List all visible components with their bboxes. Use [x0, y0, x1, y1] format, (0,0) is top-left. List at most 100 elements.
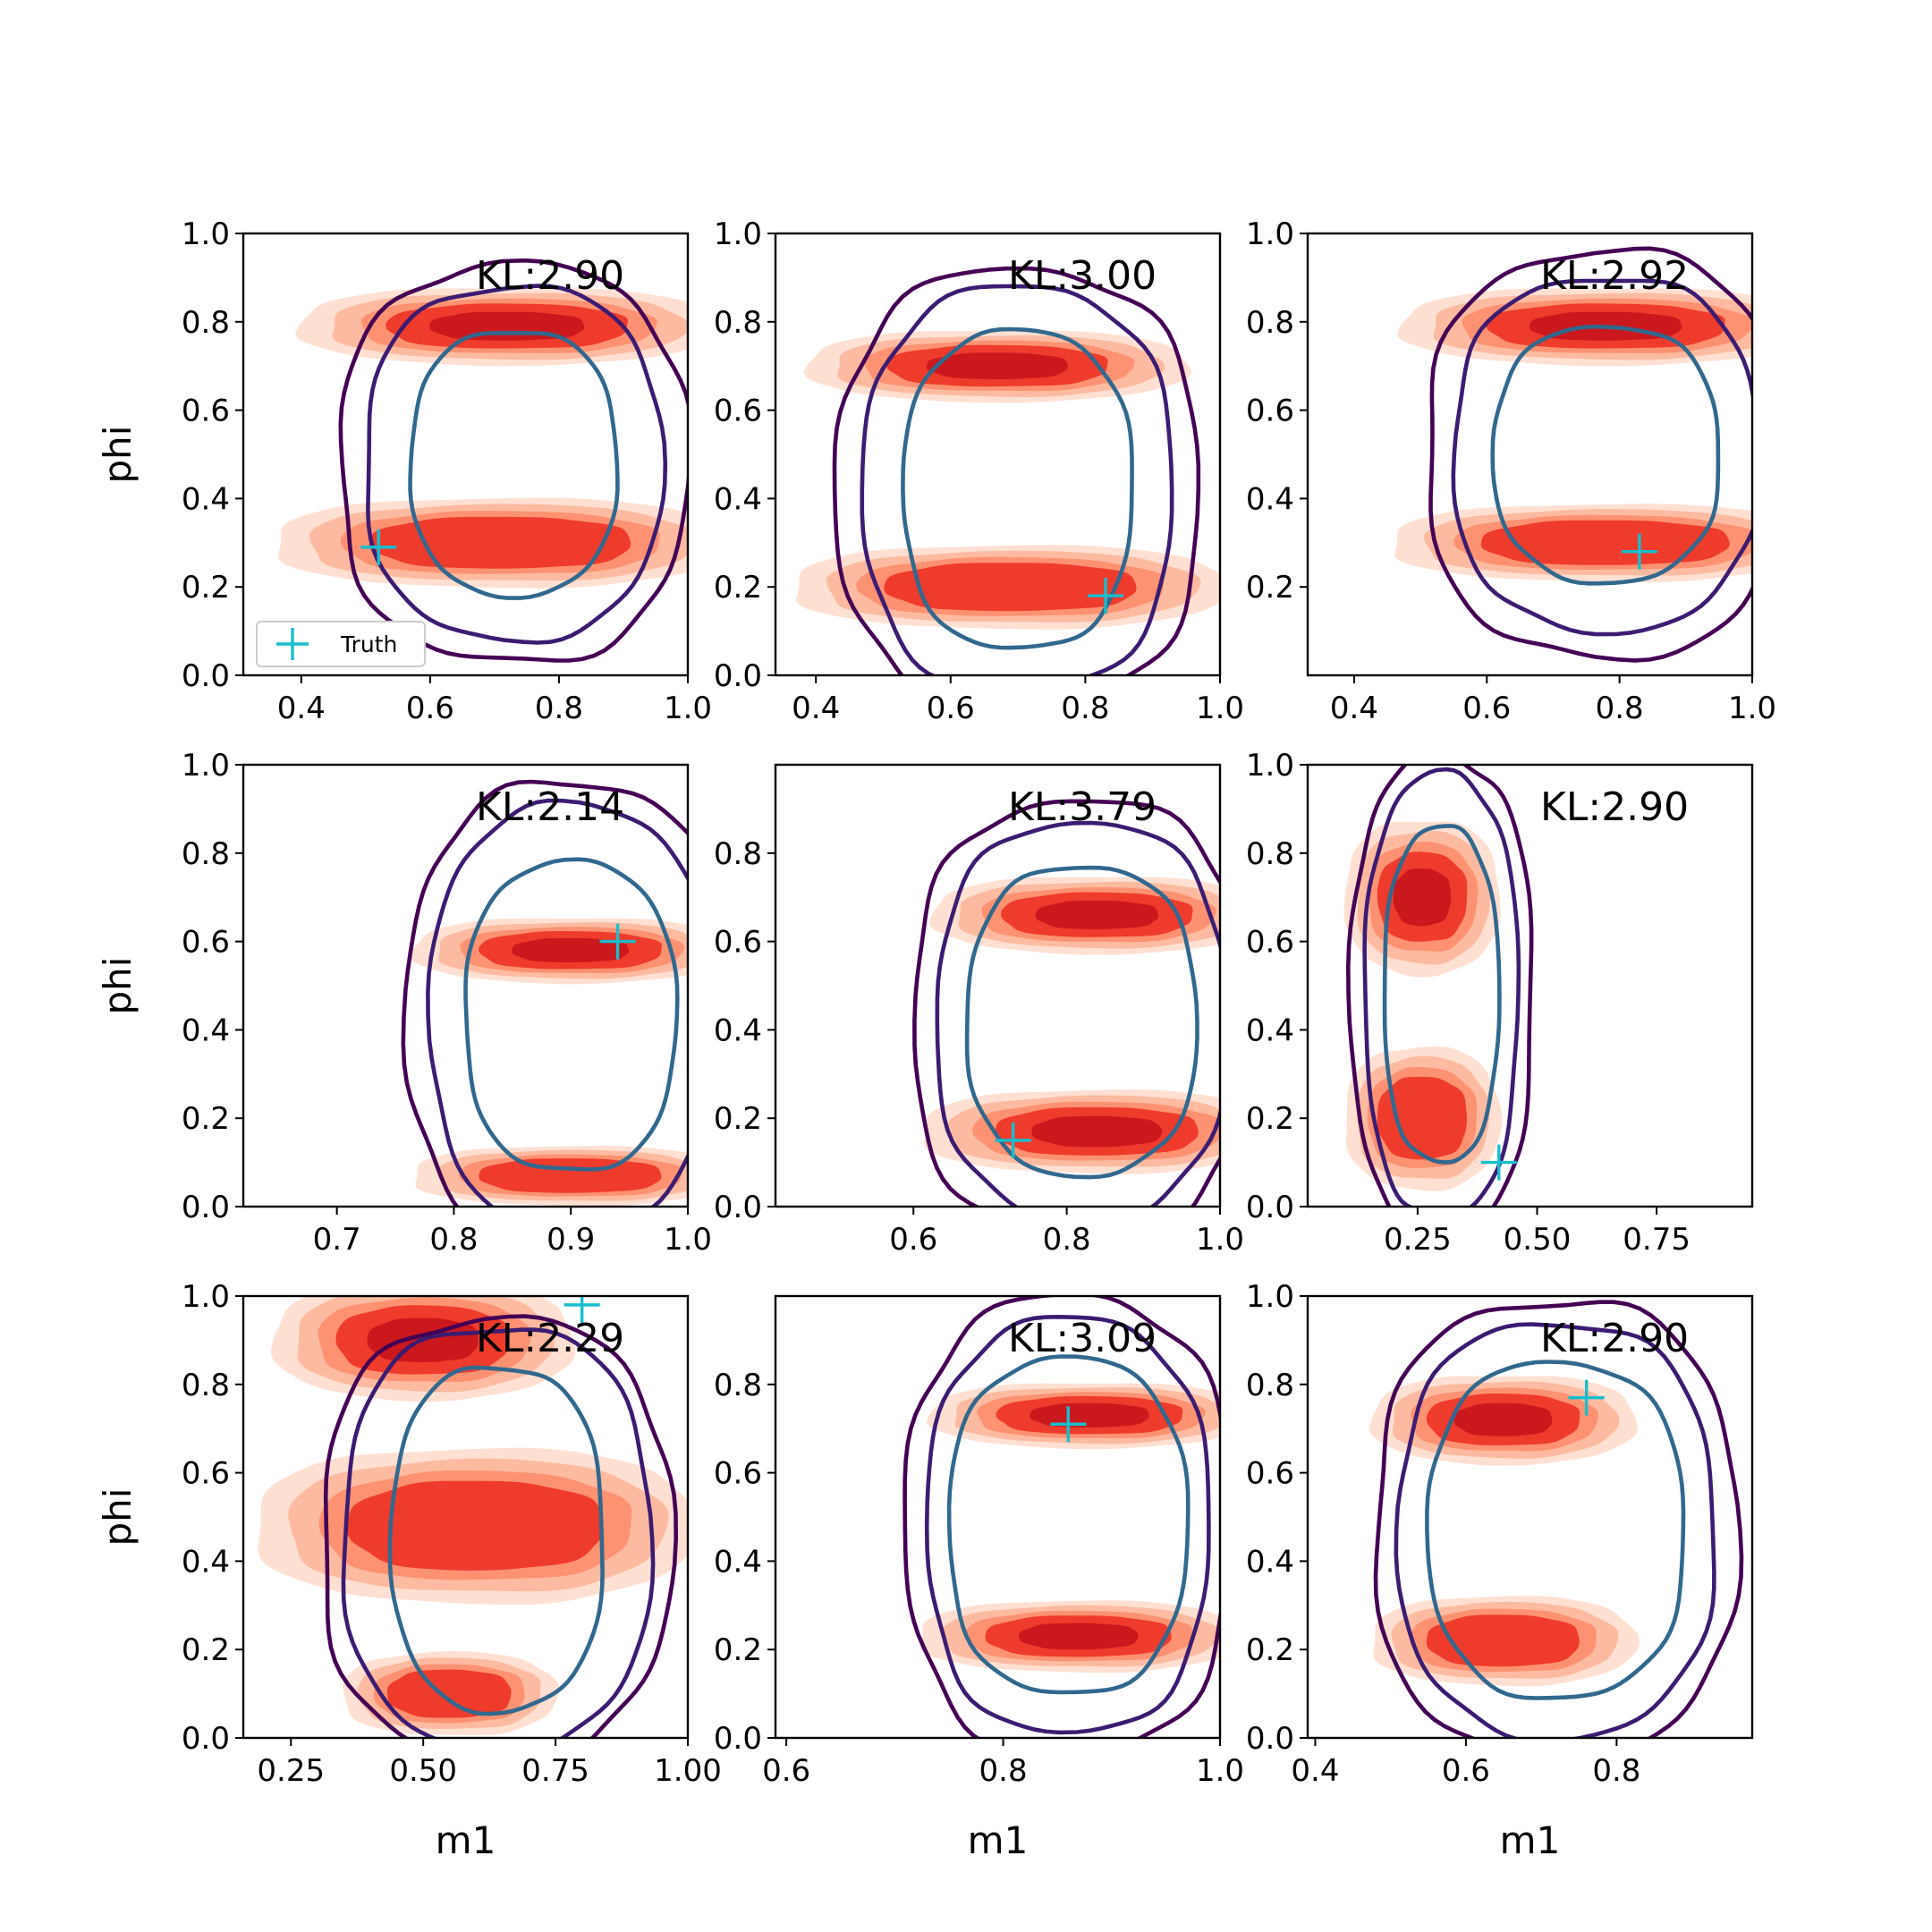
contour-inner	[463, 857, 680, 1172]
truth-marker	[1087, 578, 1123, 614]
y-tick-label: 1.0	[1246, 748, 1294, 784]
density-fill-level-5	[926, 352, 1068, 379]
contour-middle	[426, 798, 688, 1207]
plot-area	[902, 1296, 1220, 1738]
contour-outer	[1373, 1300, 1744, 1738]
y-tick-label: 0.2	[714, 1101, 762, 1137]
kl-annotation: KL:3.79	[1008, 784, 1157, 830]
y-tick-label: 0.2	[1246, 570, 1294, 606]
density-fill-level-5	[1393, 869, 1452, 927]
y-tick-label: 0.4	[182, 1013, 230, 1048]
plot-area	[912, 799, 1220, 1207]
legend-marker	[276, 628, 309, 660]
contour-inner	[964, 865, 1199, 1180]
panel-row1-col3: 0.4 0.6 0.8 1.0 0.2 0.4 0.6 0.8 1.0 KL:2.92	[1246, 216, 1776, 726]
panel-row3-col2: 0.6 0.8 1.0 0.0 0.2 0.4 0.6 0.8 KL:3.09 m1	[714, 1294, 1244, 1862]
truth-marker	[1050, 1406, 1087, 1443]
kl-annotation: KL:2.29	[476, 1316, 624, 1361]
contour-outer	[1345, 765, 1534, 1207]
x-tick-label: 0.8	[1592, 1753, 1640, 1789]
y-axis-label: phi	[96, 957, 140, 1015]
density-fill-level-4	[1426, 1614, 1580, 1667]
density-fill-level-5	[512, 937, 630, 962]
axes-frame	[1306, 232, 1754, 677]
contour-middle	[1451, 278, 1752, 637]
truth-marker	[995, 1122, 1031, 1158]
y-tick-label: 0.8	[1246, 1368, 1294, 1403]
x-tick-label: 0.6	[1462, 691, 1511, 726]
x-tick-label: 0.50	[389, 1753, 457, 1789]
contour-inner	[1382, 824, 1502, 1165]
density-fill-level-4	[1480, 520, 1730, 565]
y-tick-label: 0.6	[714, 394, 762, 429]
truth-marker	[564, 1296, 600, 1323]
truth-marker	[1621, 533, 1657, 570]
x-tick-label: 1.0	[1196, 691, 1244, 726]
y-tick-label: 1.0	[182, 748, 230, 784]
y-tick-label: 0.2	[1246, 1632, 1294, 1668]
y-tick-label: 0.8	[182, 1368, 230, 1403]
kl-annotation: KL:3.09	[1008, 1316, 1157, 1361]
plot-area	[796, 266, 1220, 675]
contour-middle	[1394, 1322, 1716, 1738]
x-axis-label: m1	[436, 1818, 496, 1862]
y-tick-label: 0.0	[714, 1190, 762, 1225]
x-tick-label: 0.75	[521, 1753, 589, 1789]
y-tick-label: 1.0	[182, 1279, 230, 1315]
contour-middle	[860, 284, 1174, 675]
contour-inner	[387, 1365, 605, 1716]
y-tick-label: 0.0	[714, 658, 762, 694]
panel-row1-col1: 0.4 0.6 0.8 1.0 0.0 0.2 0.4 0.6 0.8 1.0 KL:2.90 phi…	[96, 216, 712, 726]
contour-middle	[341, 1327, 656, 1738]
plot-area	[278, 258, 688, 663]
kl-annotation: KL:2.90	[1540, 1316, 1689, 1361]
y-tick-label: 0.8	[182, 305, 230, 341]
axes-frame	[774, 232, 1222, 677]
kl-annotation: KL:2.14	[476, 784, 624, 830]
y-tick-label: 0.6	[1246, 925, 1294, 961]
contour-inner	[1490, 324, 1721, 586]
x-tick-label: 0.4	[1291, 1753, 1339, 1789]
x-tick-label: 0.6	[927, 691, 975, 726]
x-tick-label: 0.7	[313, 1222, 361, 1258]
x-axis-label: m1	[1500, 1818, 1561, 1862]
y-tick-label: 0.8	[1246, 836, 1294, 872]
x-tick-label: 0.6	[889, 1222, 937, 1258]
density-fill-level-4	[369, 516, 631, 569]
y-tick-label: 0.2	[1246, 1101, 1294, 1137]
y-tick-label: 0.2	[182, 1632, 230, 1668]
axes-frame	[774, 763, 1222, 1208]
x-tick-label: 0.25	[257, 1753, 325, 1789]
plot-area	[1369, 1300, 1744, 1738]
y-tick-label: 0.0	[1246, 1721, 1294, 1757]
density-fill-level-5	[1019, 1623, 1139, 1650]
contour-middle	[1362, 767, 1521, 1207]
contour-outer	[912, 799, 1220, 1207]
x-tick-label: 0.4	[792, 691, 840, 726]
y-axis-label: phi	[96, 426, 140, 484]
kl-annotation: KL:2.90	[476, 253, 624, 299]
contour-inner	[946, 1354, 1191, 1695]
y-tick-label: 0.8	[182, 836, 230, 872]
plot-area	[258, 1296, 688, 1738]
x-tick-label: 1.00	[654, 1753, 722, 1789]
y-tick-label: 0.2	[182, 570, 230, 606]
y-tick-label: 0.4	[714, 481, 762, 517]
y-tick-label: 1.0	[182, 216, 230, 252]
x-tick-label: 1.0	[1728, 691, 1776, 726]
y-tick-label: 0.6	[1246, 394, 1294, 429]
x-tick-label: 0.6	[406, 691, 454, 726]
y-tick-label: 0.6	[182, 1456, 230, 1492]
density-fill-level-5	[1031, 1115, 1163, 1148]
x-tick-label: 0.4	[1330, 691, 1378, 726]
density-fill-level-4	[347, 1480, 604, 1571]
density-fill-level-4	[386, 1669, 512, 1718]
x-tick-label: 0.8	[1043, 1222, 1091, 1258]
y-tick-label: 0.0	[182, 1721, 230, 1757]
density-fill-level-4	[884, 563, 1137, 612]
x-tick-label: 0.8	[429, 1222, 478, 1258]
y-tick-label: 0.0	[714, 1721, 762, 1757]
axes-frame	[1306, 763, 1754, 1208]
y-tick-label: 0.0	[182, 658, 230, 694]
y-tick-label: 0.2	[714, 570, 762, 606]
